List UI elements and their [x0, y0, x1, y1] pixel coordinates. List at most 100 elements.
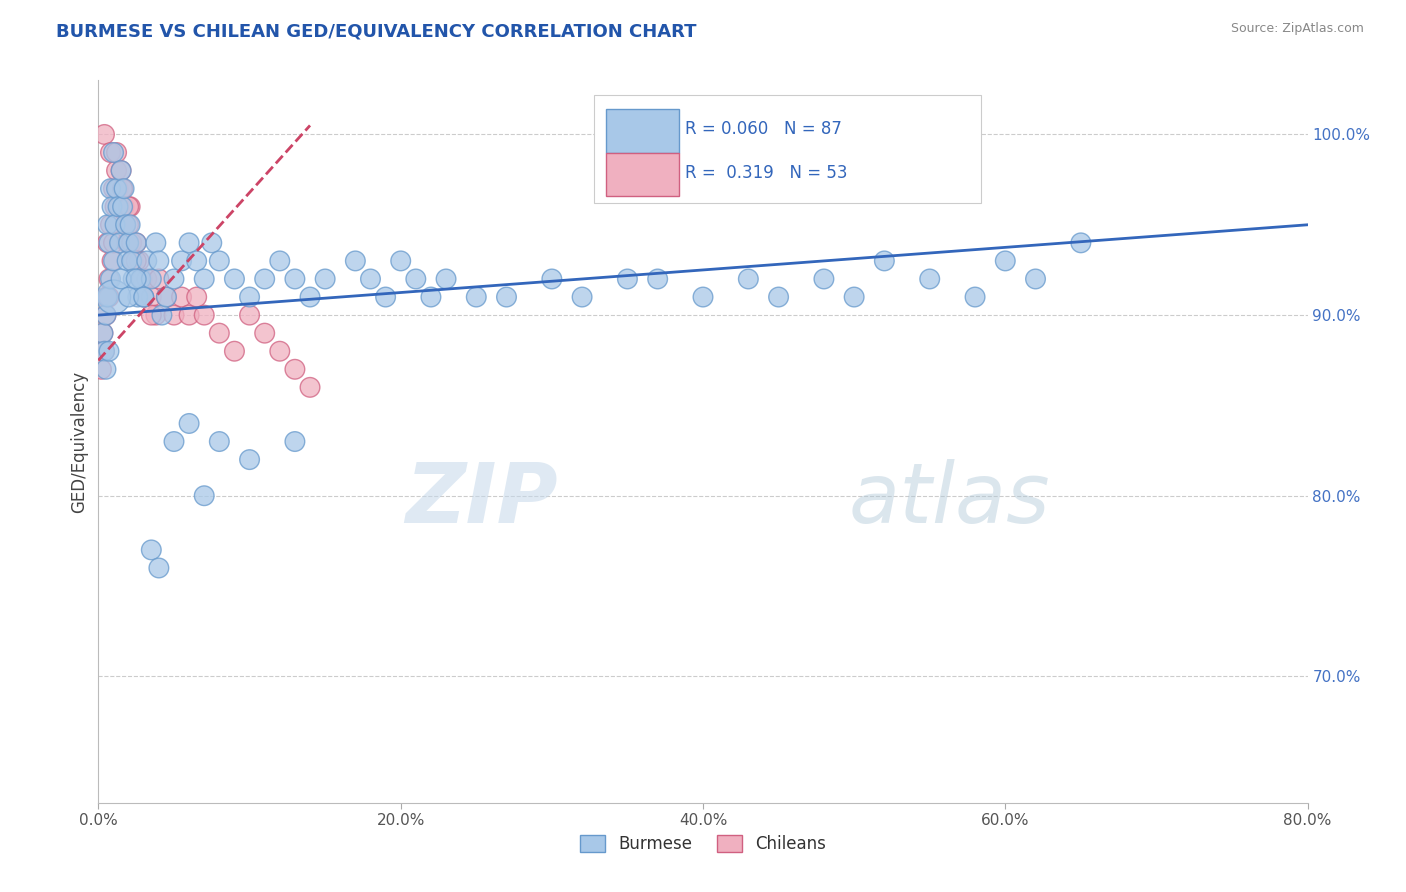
Point — [121, 235, 143, 250]
Point — [224, 344, 246, 359]
Point — [179, 235, 201, 250]
Point — [284, 434, 307, 449]
Point — [170, 290, 193, 304]
Point — [737, 272, 759, 286]
Point — [299, 380, 322, 394]
Point — [148, 272, 170, 286]
Point — [125, 235, 148, 250]
Point — [239, 452, 262, 467]
Point — [253, 272, 276, 286]
Point — [873, 254, 896, 268]
Point — [201, 235, 224, 250]
Point — [101, 254, 124, 268]
Point — [98, 235, 121, 250]
Point — [105, 163, 128, 178]
Point — [103, 145, 125, 160]
FancyBboxPatch shape — [606, 109, 679, 153]
Point — [170, 254, 193, 268]
Point — [239, 308, 262, 322]
Text: atlas: atlas — [848, 458, 1050, 540]
Point — [93, 344, 115, 359]
Point — [98, 272, 121, 286]
Point — [692, 290, 714, 304]
Point — [813, 272, 835, 286]
Point — [163, 308, 186, 322]
Point — [155, 290, 177, 304]
Point — [108, 200, 131, 214]
Point — [112, 181, 135, 195]
Point — [125, 235, 148, 250]
Point — [616, 272, 638, 286]
Point — [100, 272, 122, 286]
Point — [127, 290, 149, 304]
Text: BURMESE VS CHILEAN GED/EQUIVALENCY CORRELATION CHART: BURMESE VS CHILEAN GED/EQUIVALENCY CORRE… — [56, 22, 697, 40]
Point — [111, 200, 134, 214]
Point — [111, 181, 134, 195]
Point — [94, 362, 117, 376]
Point — [163, 272, 186, 286]
Legend: Burmese, Chileans: Burmese, Chileans — [574, 828, 832, 860]
Point — [141, 543, 163, 558]
Point — [186, 290, 208, 304]
Point — [100, 181, 122, 195]
Point — [104, 218, 127, 232]
Point — [571, 290, 593, 304]
Point — [98, 344, 121, 359]
Point — [314, 272, 336, 286]
Point — [100, 145, 122, 160]
Point — [125, 272, 148, 286]
Point — [118, 290, 141, 304]
Point — [94, 308, 117, 322]
Point — [98, 290, 121, 304]
Point — [105, 181, 128, 195]
Point — [208, 434, 231, 449]
Point — [434, 272, 457, 286]
Point — [107, 181, 129, 195]
Point — [208, 254, 231, 268]
FancyBboxPatch shape — [595, 95, 981, 203]
Point — [104, 200, 127, 214]
Point — [118, 235, 141, 250]
FancyBboxPatch shape — [606, 153, 679, 196]
Point — [110, 163, 132, 178]
Point — [132, 290, 155, 304]
Point — [918, 272, 941, 286]
Point — [108, 235, 131, 250]
Y-axis label: GED/Equivalency: GED/Equivalency — [70, 370, 89, 513]
Point — [179, 417, 201, 431]
Point — [148, 561, 170, 575]
Point — [110, 163, 132, 178]
Text: R =  0.319   N = 53: R = 0.319 N = 53 — [685, 164, 848, 182]
Point — [94, 308, 117, 322]
Text: R = 0.060   N = 87: R = 0.060 N = 87 — [685, 120, 842, 138]
Point — [389, 254, 412, 268]
Point — [405, 272, 427, 286]
Point — [91, 326, 114, 341]
Point — [135, 272, 157, 286]
Point — [121, 254, 143, 268]
Point — [253, 326, 276, 341]
Point — [299, 290, 322, 304]
Point — [103, 254, 125, 268]
Point — [145, 235, 167, 250]
Point — [193, 489, 215, 503]
Point — [107, 200, 129, 214]
Point — [374, 290, 396, 304]
Point — [163, 434, 186, 449]
Point — [115, 235, 138, 250]
Point — [344, 254, 367, 268]
Point — [96, 290, 118, 304]
Point — [103, 181, 125, 195]
Point — [94, 290, 117, 304]
Point — [111, 181, 134, 195]
Point — [96, 218, 118, 232]
Point — [495, 290, 517, 304]
Point — [125, 254, 148, 268]
Point — [186, 254, 208, 268]
Point — [1070, 235, 1092, 250]
Point — [193, 308, 215, 322]
Point — [179, 308, 201, 322]
Point — [132, 290, 155, 304]
Point — [100, 218, 122, 232]
Point — [103, 290, 125, 304]
